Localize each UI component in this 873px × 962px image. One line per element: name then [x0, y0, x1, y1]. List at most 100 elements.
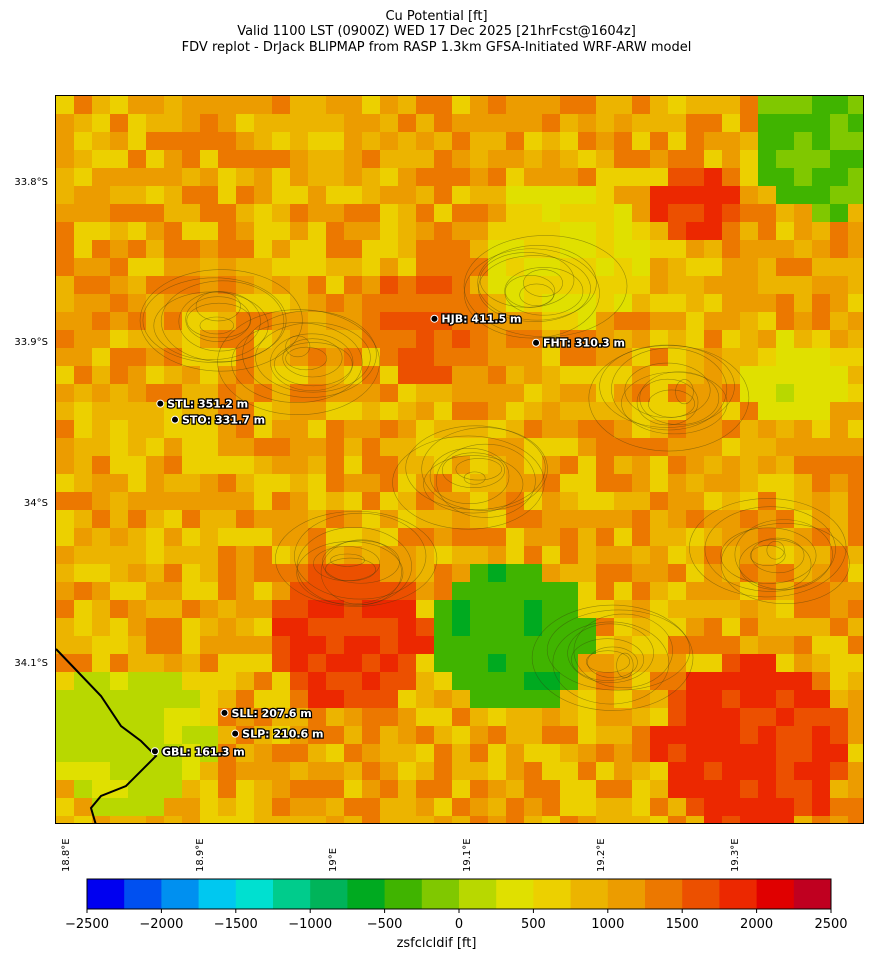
- heatmap-cell: [200, 402, 218, 420]
- heatmap-cell: [614, 546, 632, 564]
- heatmap-cell: [74, 780, 92, 798]
- heatmap-cell: [686, 582, 704, 600]
- heatmap-cell: [380, 492, 398, 510]
- heatmap-cell: [434, 276, 452, 294]
- heatmap-cell: [758, 726, 776, 744]
- heatmap-cell: [128, 744, 146, 762]
- heatmap-cell: [380, 528, 398, 546]
- heatmap-cell: [578, 258, 596, 276]
- heatmap-cell: [632, 528, 650, 546]
- terrain-contour: [704, 506, 836, 592]
- heatmap-cell: [56, 222, 74, 240]
- heatmap-cell: [578, 186, 596, 204]
- heatmap-cell: [488, 510, 506, 528]
- heatmap-cell: [380, 222, 398, 240]
- heatmap-cell: [380, 330, 398, 348]
- heatmap-cell: [308, 150, 326, 168]
- heatmap-cell: [614, 132, 632, 150]
- heatmap-cell: [542, 762, 560, 780]
- heatmap-cell: [272, 636, 290, 654]
- terrain-contour: [463, 471, 486, 485]
- heatmap-cell: [506, 708, 524, 726]
- heatmap-cell: [254, 114, 272, 132]
- heatmap-cell: [830, 474, 848, 492]
- heatmap-cell: [578, 690, 596, 708]
- heatmap-cell: [848, 672, 863, 690]
- heatmap-cell: [470, 618, 488, 636]
- heatmap-cell: [56, 312, 74, 330]
- heatmap-cell: [344, 798, 362, 816]
- heatmap-cell: [128, 366, 146, 384]
- heatmap-cell: [362, 96, 380, 114]
- heatmap-cell: [164, 582, 182, 600]
- heatmap-cell: [56, 672, 74, 690]
- heatmap-cell: [614, 582, 632, 600]
- terrain-contour: [639, 371, 720, 425]
- heatmap-cell: [524, 474, 542, 492]
- heatmap-cell: [578, 654, 596, 672]
- heatmap-cell: [614, 114, 632, 132]
- heatmap-cell: [182, 672, 200, 690]
- heatmap-cell: [560, 240, 578, 258]
- heatmap-cell: [632, 366, 650, 384]
- heatmap-cell: [632, 294, 650, 312]
- heatmap-cell: [722, 96, 740, 114]
- heatmap-cell: [794, 816, 812, 823]
- heatmap-cell: [128, 258, 146, 276]
- heatmap-cell: [290, 276, 308, 294]
- heatmap-cell: [182, 564, 200, 582]
- heatmap-cell: [812, 798, 830, 816]
- heatmap-cell: [434, 600, 452, 618]
- heatmap-cell: [614, 438, 632, 456]
- heatmap-cell: [254, 708, 272, 726]
- terrain-contour: [160, 280, 285, 362]
- heatmap-cell: [830, 726, 848, 744]
- heatmap-cell: [740, 672, 758, 690]
- heatmap-cell: [128, 474, 146, 492]
- heatmap-cell: [56, 528, 74, 546]
- heatmap-cell: [326, 348, 344, 366]
- heatmap-cell: [794, 420, 812, 438]
- heatmap-cell: [668, 258, 686, 276]
- heatmap-cell: [704, 384, 722, 402]
- terrain-contour: [546, 609, 691, 691]
- heatmap-cell: [74, 726, 92, 744]
- heatmap-cell: [326, 96, 344, 114]
- heatmap-cell: [146, 276, 164, 294]
- heatmap-cell: [416, 168, 434, 186]
- heatmap-cell: [452, 204, 470, 222]
- heatmap-cell: [506, 150, 524, 168]
- heatmap-cell: [632, 546, 650, 564]
- heatmap-cell: [128, 492, 146, 510]
- heatmap-cell: [794, 96, 812, 114]
- heatmap-cell: [146, 348, 164, 366]
- heatmap-cell: [308, 474, 326, 492]
- heatmap-cell: [560, 690, 578, 708]
- heatmap-cell: [326, 492, 344, 510]
- heatmap-cell: [488, 600, 506, 618]
- heatmap-cell: [308, 582, 326, 600]
- heatmap-cell: [704, 294, 722, 312]
- heatmap-cell: [290, 402, 308, 420]
- heatmap-cell: [128, 114, 146, 132]
- heatmap-cell: [182, 420, 200, 438]
- heatmap-cell: [308, 762, 326, 780]
- heatmap-cell: [200, 330, 218, 348]
- heatmap-cell: [272, 780, 290, 798]
- heatmap-cell: [380, 258, 398, 276]
- heatmap-cell: [632, 312, 650, 330]
- heatmap-cell: [290, 780, 308, 798]
- heatmap-cell: [398, 456, 416, 474]
- heatmap-cell: [272, 672, 290, 690]
- heatmap-cell: [416, 798, 434, 816]
- heatmap-cell: [524, 402, 542, 420]
- heatmap-cell: [236, 456, 254, 474]
- heatmap-cell: [272, 402, 290, 420]
- heatmap-cell: [344, 96, 362, 114]
- heatmap-cell: [470, 312, 488, 330]
- heatmap-cell: [236, 438, 254, 456]
- heatmap-cell: [182, 114, 200, 132]
- heatmap-cell: [632, 114, 650, 132]
- heatmap-cell: [110, 330, 128, 348]
- heatmap-cell: [272, 726, 290, 744]
